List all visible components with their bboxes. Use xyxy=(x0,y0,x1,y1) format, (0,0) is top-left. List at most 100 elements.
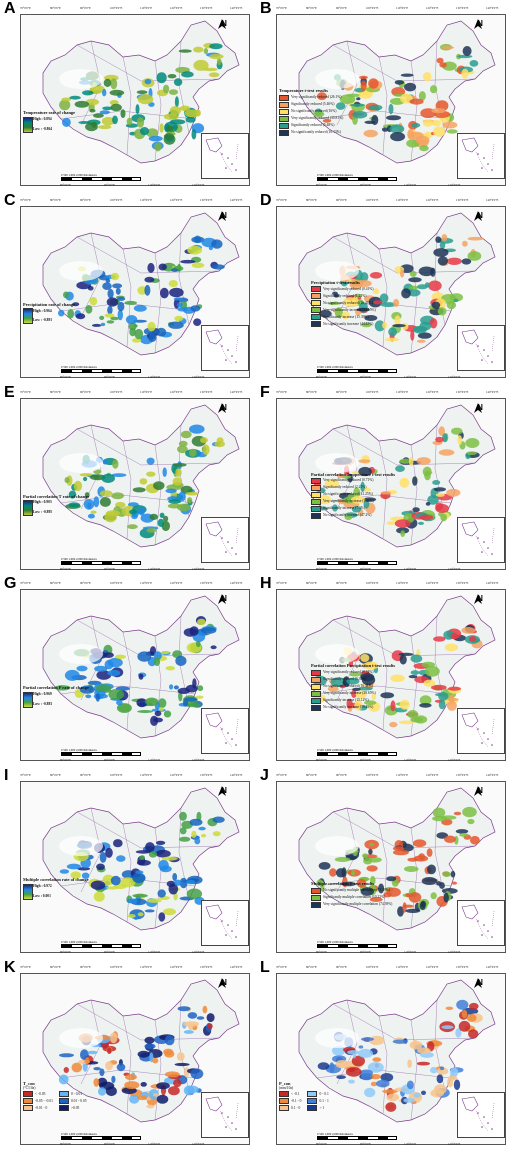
panel-label: E xyxy=(4,383,15,401)
map-patch xyxy=(110,875,121,886)
map-patch xyxy=(79,472,93,477)
south-china-sea-inset xyxy=(201,900,249,947)
province-border xyxy=(332,236,476,273)
map-patch xyxy=(111,491,125,499)
island-dot xyxy=(227,924,229,926)
map-patch xyxy=(201,834,207,838)
map-patch xyxy=(469,60,479,67)
legend-swatch xyxy=(311,691,321,698)
map-patch xyxy=(329,868,337,877)
map-patch xyxy=(102,106,113,111)
map-patch xyxy=(165,666,175,671)
map-patch xyxy=(58,1074,69,1085)
map-patch xyxy=(150,716,159,727)
scale-label: 0 500 1,000 2,000 Kilometers xyxy=(61,556,97,561)
map-patch xyxy=(164,1050,175,1058)
island-dot xyxy=(227,540,229,543)
map-patch xyxy=(335,1060,349,1069)
legend-item-label: Significantly increase (15.39%) xyxy=(323,314,369,319)
map-patch xyxy=(126,117,133,126)
map-patch xyxy=(431,108,446,114)
longitude-ticks-bottom: 80°0'0"E 90°0'0"E 110°0'0"E 120°0'0"E xyxy=(60,567,240,573)
tick-label: 90°0'0"E xyxy=(80,773,91,778)
map-patch xyxy=(461,627,476,635)
map-legend: Partial correlation Temperature t-test r… xyxy=(311,472,395,520)
map-patch xyxy=(465,437,480,448)
scale-bar-graphic xyxy=(61,560,141,565)
map-patch xyxy=(87,1050,98,1055)
map-patch xyxy=(110,272,120,281)
map-patch xyxy=(156,72,167,84)
map-patch xyxy=(399,655,407,665)
map-patch xyxy=(63,291,69,299)
map-patch xyxy=(102,282,112,290)
map-patch xyxy=(200,436,208,443)
map-patch xyxy=(364,314,378,321)
tick-label: 110°0'0"E xyxy=(396,6,409,10)
island-dot xyxy=(225,1126,227,1128)
map-svg xyxy=(42,787,240,931)
map-frame: N 0 500 1,000 2,000 Kilometers Multiple co… xyxy=(20,781,250,954)
map-patch xyxy=(431,301,441,309)
map-svg xyxy=(298,212,496,356)
map-patch xyxy=(448,686,461,692)
map-frame: N 0 500 1,000 2,000 Kilometers Precipitati… xyxy=(276,205,506,378)
tick-label: 120°0'0"E xyxy=(192,950,205,955)
map-patch xyxy=(356,97,361,101)
map-patch xyxy=(327,686,339,693)
province-border xyxy=(154,1019,162,1121)
tick-label: 70°0'0"E xyxy=(20,773,31,778)
map-patch xyxy=(108,689,124,701)
tick-label: 120°0'0"E xyxy=(170,581,183,586)
map-patch xyxy=(453,811,462,816)
map-patch xyxy=(104,313,115,318)
map-patch xyxy=(90,510,97,514)
map-patch xyxy=(116,296,126,301)
scale-label: 0 500 1,000 2,000 Kilometers xyxy=(317,1132,353,1136)
tick-label: 110°0'0"E xyxy=(140,773,153,778)
legend-item-label: No significantly reduced (16.31%) xyxy=(323,684,373,689)
map-patch xyxy=(153,657,161,667)
legend-swatch xyxy=(311,684,321,691)
map-patch xyxy=(450,871,456,878)
map-patch xyxy=(409,1040,423,1050)
legend-item: No significantly reduced (41.25%) xyxy=(311,492,395,499)
island-dot xyxy=(231,546,233,549)
legend-title: Precipitation t-text results xyxy=(311,279,360,285)
map-patch xyxy=(105,1086,117,1097)
map-patch xyxy=(380,490,392,495)
legend-swatch xyxy=(311,894,321,901)
north-label: N xyxy=(221,594,227,604)
legend-title: P_con xyxy=(279,1081,291,1086)
tick-label: 110°0'0"E xyxy=(396,581,409,586)
map-patch xyxy=(398,653,414,657)
map-patch xyxy=(422,72,432,82)
map-patch xyxy=(353,487,361,498)
north-arrow-icon: N xyxy=(217,210,231,231)
map-legend: Multiple correlation rate of change High … xyxy=(23,878,89,900)
legend-item-label: Very significantly reduced (30.81%) xyxy=(291,115,344,120)
tick-label: 70°0'0"E xyxy=(276,389,287,394)
island-dot xyxy=(491,360,493,363)
legend-item: 0 - 0.1 xyxy=(307,1091,329,1098)
map-patch xyxy=(189,818,203,827)
map-patch xyxy=(180,259,196,264)
legend-swatch xyxy=(311,513,321,520)
map-patch xyxy=(100,322,106,326)
tick-label: 120°0'0"E xyxy=(448,1142,461,1146)
map-patch xyxy=(346,698,353,710)
tick-label: 90°0'0"E xyxy=(80,197,91,202)
panel-label: K xyxy=(4,959,16,976)
map-patch xyxy=(408,277,422,283)
island-dot xyxy=(231,930,233,932)
legend-swatch xyxy=(279,122,289,129)
map-patch xyxy=(386,876,397,882)
north-label: N xyxy=(477,594,483,604)
map-patch xyxy=(189,424,205,434)
map-patch xyxy=(172,873,178,882)
map-patch xyxy=(441,46,454,50)
legend-item: No significantly increase (39.49%) xyxy=(311,705,395,712)
map-patch xyxy=(404,866,419,873)
map-svg xyxy=(42,404,240,547)
map-patch xyxy=(84,491,90,498)
